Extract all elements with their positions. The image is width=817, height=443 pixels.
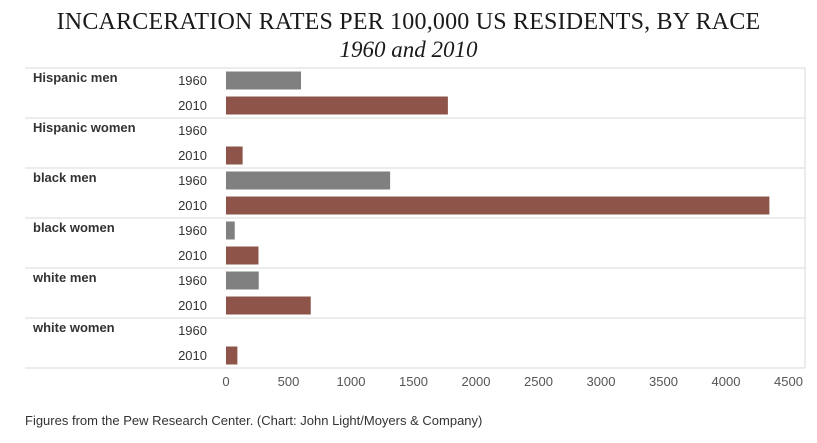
bar-2010 <box>226 296 311 315</box>
bar-2010 <box>226 346 238 365</box>
year-label: 2010 <box>178 148 207 163</box>
bar-2010 <box>226 246 259 265</box>
category-label: black men <box>33 170 97 185</box>
x-tick-label: 500 <box>278 374 300 389</box>
year-label: 2010 <box>178 98 207 113</box>
year-label: 2010 <box>178 348 207 363</box>
year-label: 2010 <box>178 198 207 213</box>
year-label: 2010 <box>178 248 207 263</box>
year-label: 1960 <box>178 123 207 138</box>
bar-1960 <box>226 71 301 90</box>
chart-subtitle: 1960 and 2010 <box>339 37 478 62</box>
x-tick-label: 2000 <box>462 374 491 389</box>
bars <box>226 71 770 365</box>
bar-1960 <box>226 221 235 240</box>
category-label: black women <box>33 220 115 235</box>
year-label: 1960 <box>178 173 207 188</box>
x-tick-label: 3500 <box>649 374 678 389</box>
x-tick-label: 3000 <box>587 374 616 389</box>
x-tick-label: 4000 <box>712 374 741 389</box>
year-label: 2010 <box>178 298 207 313</box>
category-label: Hispanic men <box>33 70 118 85</box>
year-label: 1960 <box>178 273 207 288</box>
chart-title: INCARCERATION RATES PER 100,000 US RESID… <box>56 9 761 35</box>
year-label: 1960 <box>178 73 207 88</box>
category-label: Hispanic women <box>33 120 136 135</box>
x-tick-label: 1000 <box>337 374 366 389</box>
category-label: white men <box>32 270 97 285</box>
bar-2010 <box>226 146 243 165</box>
gridlines <box>25 67 806 369</box>
x-axis-ticks: 0 500 1000 1500 2000 2500 3000 3500 4000 4500 <box>222 374 803 389</box>
bar-1960 <box>226 271 259 290</box>
year-label: 1960 <box>178 223 207 238</box>
x-tick-label: 1500 <box>399 374 428 389</box>
source-note: Figures from the Pew Research Center. (C… <box>25 413 483 428</box>
x-tick-label: 4500 <box>774 374 803 389</box>
category-labels: Hispanic men 1960 2010 Hispanic women 1960 20… <box>32 70 207 363</box>
x-tick-label: 0 <box>222 374 229 389</box>
bar-1960 <box>226 171 391 190</box>
x-tick-label: 2500 <box>524 374 553 389</box>
category-label: white women <box>32 320 115 335</box>
bar-2010 <box>226 196 770 215</box>
year-label: 1960 <box>178 323 207 338</box>
bar-2010 <box>226 96 448 115</box>
